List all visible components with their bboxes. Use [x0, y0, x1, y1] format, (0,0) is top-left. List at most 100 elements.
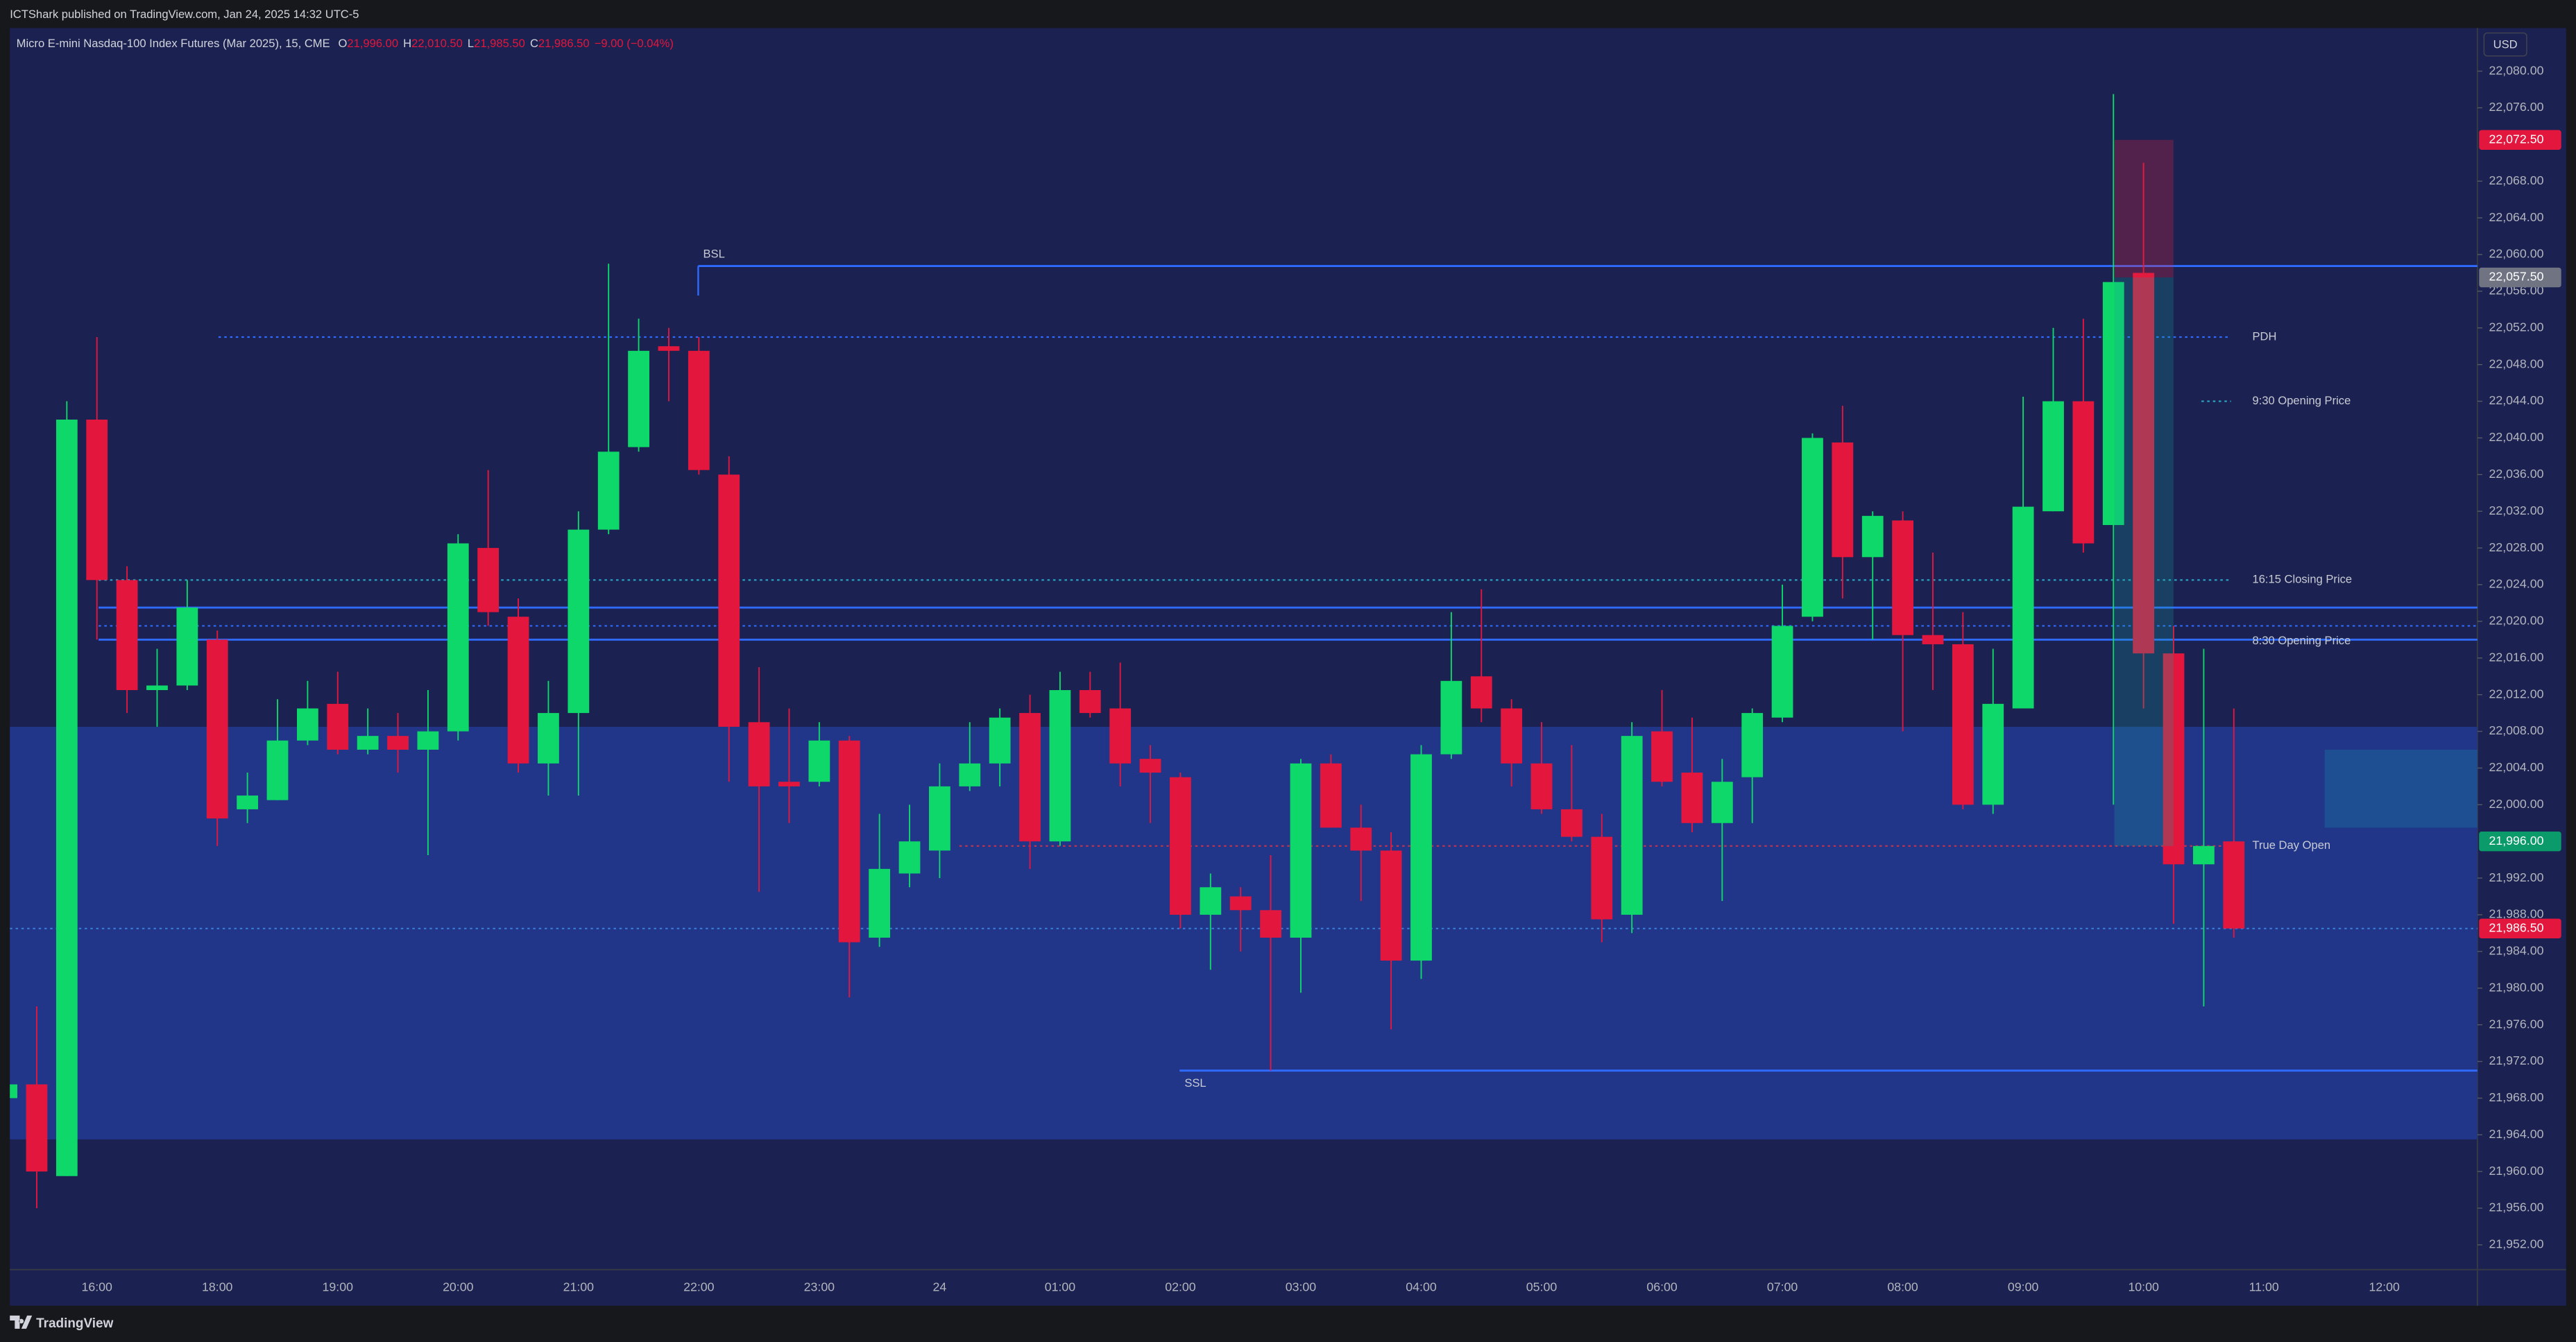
candle-body	[2072, 401, 2095, 544]
level-label: BSL	[703, 247, 724, 260]
price-label-box	[2479, 130, 2561, 150]
x-tick-label: 18:00	[202, 1280, 233, 1293]
candle-body	[1410, 754, 1432, 961]
ohlc-key: O	[338, 37, 347, 50]
candle-body	[296, 708, 318, 741]
candle-body	[1861, 515, 1884, 558]
level-label: 9:30 Opening Price	[2253, 394, 2351, 407]
x-tick-label: 11:00	[2249, 1280, 2279, 1293]
candle-body	[1470, 676, 1492, 709]
candle-body	[1681, 773, 1703, 823]
candle-body	[568, 529, 590, 714]
candle-body	[1561, 809, 1583, 837]
price-label: 22,072.50	[2489, 132, 2543, 146]
candle-body	[1200, 887, 1222, 915]
ohlc-key: C	[530, 37, 538, 50]
x-tick-label: 01:00	[1045, 1280, 1076, 1293]
candle-body	[1440, 680, 1462, 755]
y-tick-label: 21,984.00	[2489, 944, 2543, 958]
candle-body	[146, 685, 168, 691]
y-tick-label: 22,012.00	[2489, 687, 2543, 700]
candle-body	[1079, 690, 1101, 714]
y-tick-label: 22,080.00	[2489, 63, 2543, 77]
change: −9.00 (−0.04%)	[595, 37, 674, 50]
candle-body	[628, 350, 649, 447]
candle-body	[206, 639, 228, 819]
ohlc-value: 21,996.00	[347, 37, 398, 50]
candle-body	[176, 608, 198, 686]
candle-body	[1802, 438, 1823, 617]
y-tick-label: 21,992.00	[2489, 870, 2543, 884]
x-tick-label: 04:00	[1406, 1280, 1437, 1293]
candle-body	[10, 1084, 17, 1099]
candle-body	[477, 548, 500, 612]
candle-body	[86, 419, 108, 580]
x-tick-label: 08:00	[1887, 1280, 1918, 1293]
level-label: 16:15 Closing Price	[2253, 573, 2353, 586]
candle-body	[959, 763, 981, 786]
candle-body	[597, 451, 620, 530]
y-tick-label: 22,068.00	[2489, 173, 2543, 187]
candle-body	[1741, 713, 1764, 777]
candle-body	[266, 740, 289, 800]
brand-name: TradingView	[36, 1316, 113, 1331]
y-tick-label: 22,044.00	[2489, 393, 2543, 407]
y-tick-label: 21,960.00	[2489, 1164, 2543, 1178]
candle-body	[1892, 520, 1913, 635]
candle-body	[447, 543, 469, 732]
candle-body	[688, 350, 710, 470]
price-axis	[2477, 28, 2566, 1270]
y-tick-label: 21,964.00	[2489, 1127, 2543, 1141]
candle-body	[989, 717, 1011, 764]
x-tick-label: 07:00	[1767, 1280, 1798, 1293]
candle-body	[1350, 827, 1372, 851]
candle-body	[387, 736, 409, 750]
price-label: 21,986.50	[2489, 920, 2543, 934]
candle-body	[1982, 703, 2004, 805]
y-tick-label: 22,060.00	[2489, 247, 2543, 261]
symbol-info: Micro E-mini Nasdaq-100 Index Futures (M…	[17, 37, 674, 50]
candle-body	[56, 419, 78, 1176]
x-tick-label: 21:00	[563, 1280, 595, 1293]
x-tick-label: 05:00	[1526, 1280, 1558, 1293]
x-tick-label: 10:00	[2128, 1280, 2159, 1293]
candle-body	[1170, 777, 1191, 915]
y-tick-label: 21,988.00	[2489, 907, 2543, 921]
currency: USD	[2493, 38, 2518, 51]
x-tick-label: 23:00	[804, 1280, 835, 1293]
candle-body	[2193, 845, 2215, 865]
x-tick-label: 06:00	[1646, 1280, 1678, 1293]
candle-body	[1922, 635, 1944, 644]
ohlc-key: H	[403, 37, 411, 50]
candle-body	[1380, 850, 1402, 961]
level-label: SSL	[1184, 1076, 1206, 1090]
price-label: 22,057.50	[2489, 270, 2543, 284]
publisher: ICTShark published on TradingView.com, J…	[10, 8, 359, 21]
y-tick-label: 22,008.00	[2489, 723, 2543, 737]
candle-body	[1290, 763, 1312, 938]
brand-logo	[10, 1315, 33, 1329]
time-axis	[10, 1269, 2566, 1306]
candle-body	[1591, 836, 1613, 920]
x-tick-label: 12:00	[2369, 1280, 2400, 1293]
zone	[2324, 749, 2477, 828]
x-tick-label: 19:00	[323, 1280, 354, 1293]
y-tick-label: 22,016.00	[2489, 650, 2543, 664]
plot: BSL SSL PDH 9:30 Opening Price 16:15 Closing…	[10, 94, 2477, 1209]
candle-body	[838, 740, 860, 943]
candle-body	[1771, 626, 1793, 718]
x-tick-label: 22:00	[683, 1280, 715, 1293]
candle-body	[718, 474, 740, 727]
y-tick-label: 22,024.00	[2489, 577, 2543, 591]
level-label: PDH	[2253, 329, 2277, 343]
price-label-box	[2479, 267, 2561, 288]
candle-body	[869, 868, 891, 938]
candle-body	[1019, 713, 1041, 842]
y-tick-label: 22,076.00	[2489, 100, 2543, 114]
y-tick-label: 21,972.00	[2489, 1053, 2543, 1067]
symbol: Micro E-mini Nasdaq-100 Index Futures (M…	[17, 37, 330, 50]
candle-body	[748, 722, 770, 786]
candle-body	[1109, 708, 1132, 764]
ohlc-value: 21,986.50	[538, 37, 590, 50]
